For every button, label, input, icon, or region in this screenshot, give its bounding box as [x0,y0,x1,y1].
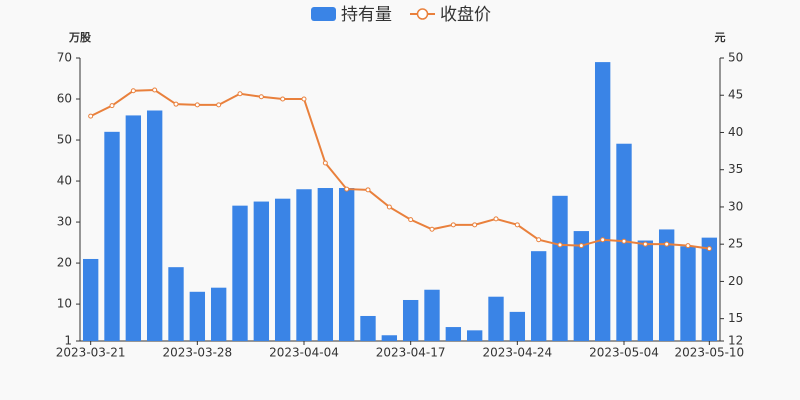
y2-unit: 元 [715,31,726,44]
y2-tick-label: 20 [728,274,743,288]
legend-swatch [311,7,336,21]
price-point [664,241,670,247]
y2-tick-label: 25 [728,237,743,251]
y2-tick-label: 50 [728,51,743,65]
bar [594,62,611,342]
bar [168,267,184,341]
y2-tick-label: 35 [728,162,743,176]
y-tick-label: 50 [57,133,72,147]
bar [424,289,440,341]
bar [637,240,654,341]
y-tick-label: 10 [57,297,72,311]
bar [658,229,675,341]
legend-label: 持有量 [341,5,392,25]
price-point [493,216,499,222]
price-point [706,246,712,252]
bar [210,287,227,341]
x-tick-label: 2023-04-04 [269,346,339,360]
y2-tick-label: 30 [728,199,743,213]
y-tick-label: 1 [64,334,72,348]
price-point [621,238,627,244]
price-point [386,204,392,210]
price-point [301,96,307,102]
price-point [152,87,158,93]
y-tick-label: 60 [57,92,72,106]
price-point [237,91,243,97]
x-tick-label: 2023-05-10 [674,346,744,360]
bar [680,246,696,341]
bar [232,205,248,341]
x-tick-label: 2023-04-17 [376,346,446,360]
bar [125,115,142,341]
bar [530,251,547,341]
price-point [450,222,456,228]
price-point [685,243,691,249]
x-tick-label: 2023-03-21 [56,346,126,360]
bar [360,315,376,341]
legend-swatch-dot [416,8,429,20]
bar [573,231,590,341]
price-point [578,243,584,249]
price-point [344,186,350,192]
y2-tick-label: 15 [728,311,743,325]
y-tick-label: 40 [57,174,72,188]
price-line [90,89,710,250]
bar [189,291,206,341]
price-point [472,222,478,228]
legend-label: 收盘价 [440,5,491,25]
price-point [557,242,563,248]
price-point [429,226,435,232]
price-point [514,222,520,228]
x-tick-label: 2023-05-04 [589,346,659,360]
y2-tick-label: 40 [728,125,743,139]
price-point [173,101,179,107]
price-point [258,94,264,100]
y-tick-label: 70 [57,51,72,65]
bar [701,237,718,341]
y-tick-label: 30 [57,215,72,229]
price-point [109,103,115,109]
bar [317,188,334,341]
bar [488,296,504,341]
bar [466,330,483,341]
price-point [365,187,371,193]
price-point [536,237,542,243]
bar [445,327,462,341]
price-point [194,102,200,108]
bar [552,195,568,341]
price-point [642,241,648,247]
price-point [88,113,94,119]
x-tick-label: 2023-04-24 [482,346,552,360]
bar [82,258,99,341]
y2-tick-label: 45 [728,88,743,102]
bar [146,110,163,341]
bar [381,335,398,341]
y-unit: 万股 [68,31,92,44]
price-point [408,217,414,223]
bar [509,311,526,341]
price-point [280,96,286,102]
price-point [600,237,606,243]
y2-tick-label: 12 [728,334,743,348]
y-tick-label: 20 [57,256,72,270]
bar [104,131,120,341]
bar [296,189,312,341]
bar [253,201,270,341]
price-point [130,88,136,94]
bar [402,299,419,341]
price-point [322,160,328,166]
bar [338,188,355,341]
price-point [216,102,222,108]
bar [274,198,291,341]
x-tick-label: 2023-03-28 [162,346,232,360]
